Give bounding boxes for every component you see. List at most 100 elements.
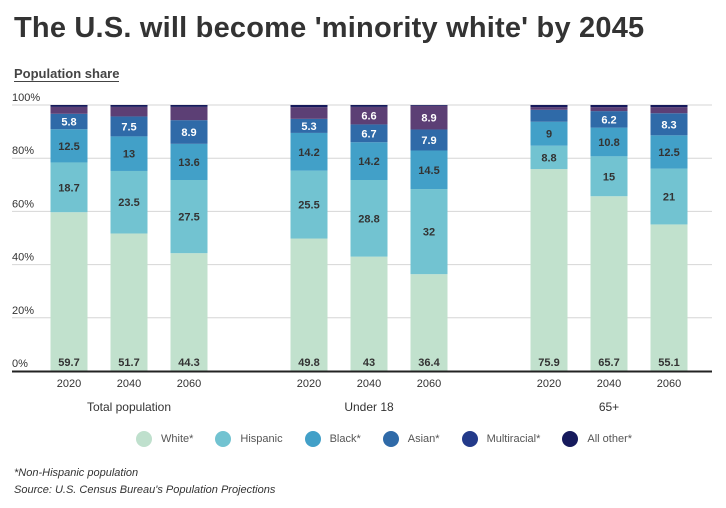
legend-swatch (382, 431, 399, 447)
data-label: 59.7 (58, 357, 79, 369)
bar-segment (170, 120, 208, 144)
legend-label: White* (161, 433, 194, 445)
bar-segment (110, 105, 148, 107)
data-label: 32 (423, 227, 435, 239)
data-label: 43 (363, 357, 375, 369)
bar-segment (530, 145, 568, 170)
bar-segment (590, 107, 628, 112)
data-label: 15 (603, 171, 615, 183)
data-label: 49.8 (298, 357, 319, 369)
x-tick-label: 2040 (357, 378, 381, 390)
y-tick-label: 20% (12, 305, 34, 317)
data-label: 8.8 (541, 152, 556, 164)
legend-swatch (215, 431, 232, 447)
legend-swatch (562, 431, 579, 447)
data-label: 8.3 (661, 119, 676, 131)
data-label: 28.8 (358, 213, 379, 225)
bar-segment (290, 107, 328, 119)
group-label: Total population (87, 400, 171, 414)
data-label: 14.2 (298, 147, 319, 159)
data-label: 51.7 (118, 357, 139, 369)
y-tick-label: 60% (12, 198, 34, 210)
legend-item: Hispanic (215, 431, 283, 447)
data-label: 7.5 (121, 121, 136, 133)
bar-segment (590, 127, 628, 157)
bar-segment (530, 105, 568, 108)
bar-segment (290, 170, 328, 239)
x-tick-label: 2060 (177, 378, 201, 390)
data-label: 21 (663, 192, 675, 204)
legend-item: Black* (304, 431, 361, 447)
chart-plot: 0% 20% 40% 60% 80% 100% Total population 59.7 18… (12, 92, 712, 414)
y-tick-label: 80% (12, 145, 34, 157)
bar-segment (410, 274, 448, 371)
bar-segment (50, 162, 88, 213)
bar-segment (110, 170, 148, 234)
data-label: 44.3 (178, 357, 199, 369)
legend-item: Asian* (382, 431, 440, 447)
data-label: 6.6 (361, 111, 376, 123)
data-label: 65.7 (598, 357, 619, 369)
bar-segment (170, 105, 208, 107)
legend-item: White* (136, 431, 193, 447)
bar-segment (410, 105, 448, 130)
data-label: 18.7 (58, 182, 79, 194)
data-label: 6.7 (361, 128, 376, 140)
data-label: 13.6 (178, 157, 199, 169)
legend: White* Hispanic Black* Asian* Multiracial* Al… (136, 431, 654, 447)
x-tick-label: 2020 (537, 378, 561, 390)
y-tick-label: 40% (12, 252, 34, 264)
bar-segment (290, 105, 328, 108)
x-tick-label: 2020 (297, 378, 321, 390)
bar-segment (650, 135, 688, 169)
legend-label: All other* (587, 433, 633, 445)
bar-segment (50, 105, 88, 107)
data-label: 55.1 (658, 357, 679, 369)
bar-segment (350, 256, 388, 371)
bar-segment (350, 124, 388, 143)
bar-segment (530, 107, 568, 110)
bar-segment (170, 180, 208, 254)
data-label: 36.4 (418, 357, 440, 369)
bar-segment (50, 212, 88, 371)
bar-segment (530, 169, 568, 371)
data-label: 14.2 (358, 156, 379, 168)
data-label: 75.9 (538, 357, 559, 369)
legend-label: Multiracial* (486, 433, 541, 445)
bar-segment (590, 156, 628, 197)
data-label: 10.8 (598, 137, 619, 149)
legend-item: Multiracial* (461, 431, 541, 447)
bar-segment (410, 189, 448, 275)
data-label: 12.5 (58, 141, 79, 153)
y-tick-label: 0% (12, 358, 28, 370)
data-label: 6.2 (601, 114, 616, 126)
bar-segment (350, 142, 388, 181)
bar-segment (410, 129, 448, 151)
bar-segment (650, 105, 688, 108)
bar-segment (110, 136, 148, 171)
x-tick-label: 2060 (657, 378, 681, 390)
bar-segment (110, 106, 148, 117)
group-label: Under 18 (344, 400, 394, 414)
bar-segment (350, 105, 388, 107)
bar-segment (590, 105, 628, 108)
bar-segment (590, 196, 628, 371)
data-label: 13 (123, 149, 135, 161)
bar-segment (290, 238, 328, 371)
data-label: 14.5 (418, 165, 439, 177)
bar-segment (650, 168, 688, 225)
bar-segment (170, 106, 208, 121)
data-label: 12.5 (658, 147, 679, 159)
bar-segment (350, 106, 388, 125)
legend-label: Hispanic (240, 433, 283, 445)
bar-segment (650, 113, 688, 136)
legend-label: Black* (329, 433, 361, 445)
data-label: 27.5 (178, 212, 199, 224)
data-label: 23.5 (118, 197, 139, 209)
legend-item: All other* (562, 431, 632, 447)
bar-segment (50, 129, 88, 163)
x-tick-label: 2020 (57, 378, 81, 390)
legend-swatch (136, 431, 152, 447)
footnote: *Non-Hispanic population (14, 467, 139, 479)
legend-swatch (304, 431, 321, 447)
